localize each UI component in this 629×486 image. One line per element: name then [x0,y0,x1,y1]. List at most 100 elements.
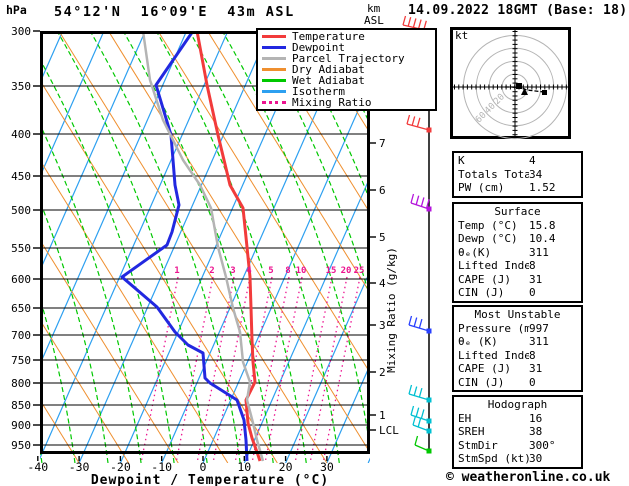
svg-text:2: 2 [209,266,214,276]
panel-header: Most Unstable [474,308,561,321]
svg-text:20: 20 [279,460,293,474]
svg-text:10: 10 [296,266,307,276]
svg-text:0: 0 [200,460,207,474]
stat-row: EH 16 [458,412,577,426]
svg-text:-10: -10 [151,460,172,474]
legend-item: Dry Adiabat [260,64,433,75]
stat-label: Lifted Index [458,348,529,362]
svg-text:350: 350 [11,80,31,93]
stat-row: CAPE (J) 31 [458,273,577,287]
svg-text:600: 600 [11,273,31,286]
mixing-ratio-labels: 1 2 3 4 5 8 10 15 20 25 Mixing Ratio (g/kg) [174,247,398,373]
stat-row: StmSpd (kt) 30 [458,452,577,466]
stat-row: CAPE (J) 31 [458,362,577,376]
legend: Temperature Dewpoint Parcel Trajectory Dry … [256,28,437,111]
legend-label: Dry Adiabat [292,63,365,76]
svg-text:-30: -30 [69,460,90,474]
svg-text:850: 850 [11,399,31,412]
stat-value: 997 [529,321,549,335]
legend-swatch [262,35,286,38]
wind-barb [410,405,432,424]
svg-text:900: 900 [11,419,31,432]
svg-text:750: 750 [11,354,31,367]
svg-text:30: 30 [320,460,334,474]
svg-text:-40: -40 [27,460,48,474]
wind-barb [408,315,432,334]
svg-text:300: 300 [11,25,31,38]
panel-header: Surface [494,205,541,218]
svg-text:400: 400 [11,128,31,141]
stat-value: 16 [529,411,543,425]
station-title: 54°12'N 16°09'E 43m ASL [54,4,295,20]
legend-item: Temperature [260,31,433,42]
pressure-axis: 300 350 400 450 500 550 600 650 700 750 800 850 900 9… [11,25,370,452]
svg-text:3: 3 [230,266,235,276]
stat-value: 300° [529,438,556,452]
stat-row: θₑ (K) 311 [458,335,577,349]
legend-swatch [262,57,286,60]
stat-row: Lifted Index8 [458,259,577,273]
svg-text:8: 8 [285,266,290,276]
dewpoint-curve [120,31,249,462]
legend-label: Mixing Ratio [292,96,372,109]
stat-row: CIN (J) 0 [458,286,577,300]
stat-row: Totals Totals34 [458,168,577,182]
svg-text:LCL: LCL [379,424,399,437]
svg-text:1: 1 [379,409,386,422]
stat-row: Dewp (°C) 10.4 [458,232,577,246]
legend-item: Isotherm [260,86,433,97]
legend-label: Wet Adiabat [292,74,365,87]
stat-label: Totals Totals [458,167,529,181]
temperature-axis: -40 -30 -20 -10 0 10 20 30 [27,456,334,474]
stat-value: 8 [529,259,536,272]
stat-row: SREH 38 [458,425,577,439]
svg-text:700: 700 [11,329,31,342]
stat-label: θₑ (K) [458,335,498,348]
legend-label: Parcel Trajectory [292,52,405,65]
svg-text:650: 650 [11,302,31,315]
legend-swatch [262,101,286,104]
stat-value: 0 [529,375,536,389]
wind-barb [408,384,432,403]
wind-barb [410,193,432,212]
legend-label: Temperature [292,30,365,43]
legend-label: Isotherm [292,85,345,98]
svg-text:950: 950 [11,439,31,452]
altitude-axis: 87654321LCL [370,85,399,437]
stat-row: Pressure (mb)997 [458,322,577,336]
stat-value: 30 [529,452,543,465]
svg-text:4: 4 [379,277,386,290]
svg-text:7: 7 [379,137,386,150]
svg-text:-20: -20 [110,460,131,474]
stat-value: 10.4 [529,232,556,245]
stat-row: CIN (J) 0 [458,376,577,390]
stat-label: StmDir [458,438,498,452]
temperature-axis-label: Dewpoint / Temperature (°C) [90,473,330,486]
plot-border [40,31,370,454]
panel-hodograph: Hodograph EH 16 SREH 38 StmDir 300° StmSpd (kt)… [452,395,583,469]
svg-text:5: 5 [379,231,386,244]
legend-item: Parcel Trajectory [260,53,433,64]
stat-row: Temp (°C) 15.8 [458,219,577,233]
wind-barb [412,415,432,434]
sounding-curves [120,31,265,462]
stat-label: PW (cm) [458,181,505,194]
svg-text:25: 25 [354,266,365,276]
svg-text:4: 4 [246,266,252,276]
svg-text:15: 15 [326,266,337,276]
stat-value: 311 [529,245,549,259]
svg-text:10: 10 [237,460,251,474]
svg-text:5: 5 [268,266,273,276]
stat-label: CIN (J) [458,286,505,299]
stat-value: 34 [529,167,543,181]
svg-text:2: 2 [379,366,386,379]
dry-adiabat-lines [40,31,370,463]
stat-label: Lifted Index [458,259,529,272]
panel-header: Hodograph [487,398,548,411]
stat-label: Temp (°C) [458,218,518,232]
stat-label: StmSpd (kt) [458,452,529,465]
stat-label: θₑ(K) [458,245,492,259]
stat-value: 31 [529,362,543,375]
